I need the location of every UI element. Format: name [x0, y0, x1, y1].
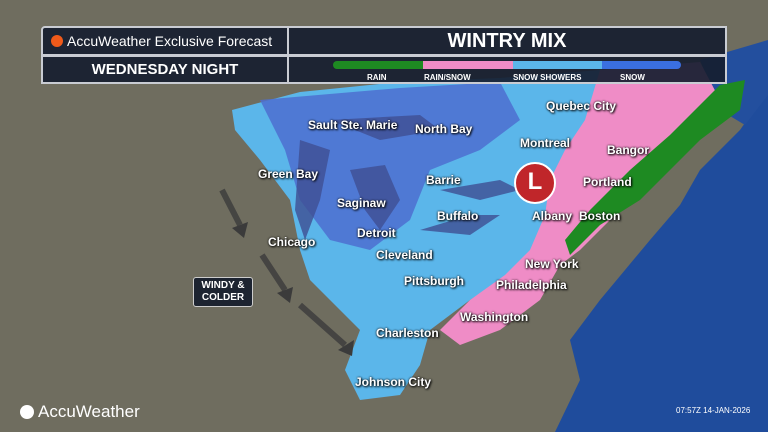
legend-label-rain-snow: RAIN/SNOW [424, 73, 471, 82]
accuweather-sun-icon [51, 35, 63, 47]
city-label: Cleveland [376, 248, 433, 262]
city-label: Bangor [607, 143, 649, 157]
city-label: Pittsburgh [404, 274, 464, 288]
windy-colder-annotation: WINDY & COLDER [193, 277, 253, 307]
rain-snow-area [440, 62, 720, 345]
city-label: North Bay [415, 122, 473, 136]
city-label: Montreal [520, 136, 571, 150]
city-label: Washington [460, 310, 529, 324]
wind-arrows [219, 188, 347, 348]
city-label: Charleston [376, 326, 439, 340]
brand-title-box: AccuWeather Exclusive Forecast [41, 26, 289, 56]
city-label: New York [525, 257, 579, 271]
city-label: Chicago [268, 235, 316, 249]
brand-title: AccuWeather Exclusive Forecast [67, 33, 273, 49]
legend-label-snow: SNOW [620, 73, 645, 82]
low-pressure-icon [514, 162, 556, 204]
city-label: Saginaw [337, 196, 386, 210]
logo-text: AccuWeather [38, 402, 140, 421]
low-pressure-label: L [527, 168, 543, 195]
legend-swatch-rain [333, 61, 423, 69]
city-label: Portland [583, 175, 632, 189]
city-label: Detroit [357, 226, 396, 240]
arrow-heads-icon [232, 222, 354, 356]
ocean [555, 0, 768, 432]
legend-swatch-snow [602, 61, 681, 69]
accuweather-logo-icon [20, 405, 34, 419]
legend-box [287, 55, 727, 84]
rain-area [565, 80, 745, 255]
snow-area [260, 82, 520, 250]
city-label: Johnson City [355, 375, 432, 389]
timestamp: 07:57Z 14-JAN-2026 [676, 406, 751, 415]
legend-swatch-snow-showers [513, 61, 602, 69]
city-label: Barrie [426, 173, 461, 187]
city-label: Albany [532, 209, 573, 223]
city-label: Buffalo [437, 209, 479, 223]
legend-swatch-rain-snow [423, 61, 513, 69]
city-label: Boston [579, 209, 621, 223]
city-label: Green Bay [258, 167, 319, 181]
city-label: Quebec City [546, 99, 617, 113]
city-label: Philadelphia [496, 278, 567, 292]
city-label: Sault Ste. Marie [308, 118, 398, 132]
legend-label-snow-showers: SNOW SHOWERS [513, 73, 582, 82]
map-title: WINTRY MIX [287, 26, 727, 56]
footer-logo: AccuWeather [20, 402, 140, 422]
legend-bar [333, 61, 681, 69]
period-label: WEDNESDAY NIGHT [41, 55, 289, 84]
legend-label-rain: RAIN [367, 73, 387, 82]
